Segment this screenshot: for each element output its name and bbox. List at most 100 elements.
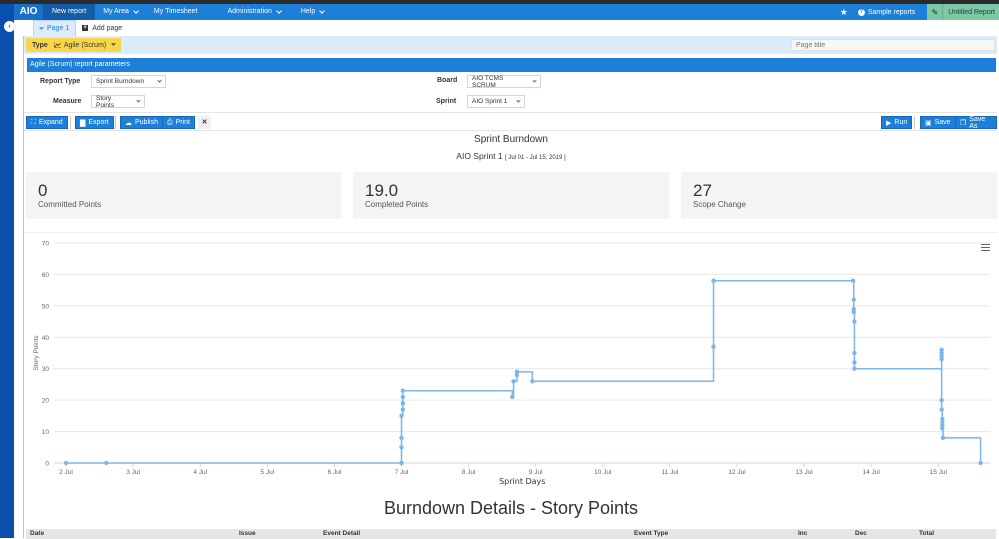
report-toolbar: ⛶ Expand ▇ Export ☁ Publish ⎙ Print ✕ ▶ Run ▣… xyxy=(24,112,997,131)
edit-icon[interactable]: ✎ xyxy=(927,4,944,20)
svg-text:6 Jul: 6 Jul xyxy=(328,469,342,476)
toolbar-divider xyxy=(914,116,915,129)
collapse-sidebar-button[interactable]: ‹ xyxy=(4,21,15,32)
col-total[interactable]: Total xyxy=(919,530,935,537)
col-dec[interactable]: Dec xyxy=(855,530,867,537)
print-button[interactable]: ⎙ Print xyxy=(162,116,196,129)
type-label: Type xyxy=(32,41,48,49)
chevron-down-icon xyxy=(157,78,162,83)
window-top-strip xyxy=(0,0,999,4)
plus-icon: + xyxy=(82,25,89,31)
svg-text:20: 20 xyxy=(42,398,50,405)
nav-label: Help xyxy=(300,8,316,15)
nav-administration[interactable]: Administration xyxy=(206,4,289,20)
burndown-chart: 0 10 20 30 40 50 60 70 2 Jul 3 Jul 4 Jul 5 Jul 6 Jul… xyxy=(24,232,998,492)
file-icon: ▇ xyxy=(80,119,86,127)
details-table-header: Date Issue Event Detail Event Type Inc D… xyxy=(26,529,996,539)
svg-text:5 Jul: 5 Jul xyxy=(260,469,274,476)
svg-text:Sprint Days: Sprint Days xyxy=(499,477,545,486)
svg-text:60: 60 xyxy=(42,272,50,279)
printer-icon: ⎙ xyxy=(167,118,173,126)
report-subtitle: AIO Sprint 1 [ Jul 01 - Jul 15, 2019 ] xyxy=(24,151,998,161)
svg-text:13 Jul: 13 Jul xyxy=(795,469,813,476)
nav-label: New report xyxy=(52,8,87,15)
sprint-select[interactable]: AIO Sprint 1 xyxy=(467,95,525,108)
svg-text:30: 30 xyxy=(42,366,50,373)
save-button[interactable]: ▣ Save xyxy=(920,116,956,129)
params-header: Agile (Scrum) report parameters xyxy=(27,58,996,72)
left-rail xyxy=(0,4,14,538)
kpi-label: Committed Points xyxy=(38,200,102,209)
type-row: Type Agile (Scrum) xyxy=(24,36,997,54)
col-inc[interactable]: Inc xyxy=(798,530,808,537)
floppy-icon: ▣ xyxy=(925,119,932,127)
col-event-detail[interactable]: Event Detail xyxy=(323,530,361,537)
nav-my-timesheet[interactable]: My Timesheet xyxy=(146,4,206,20)
svg-text:14 Jul: 14 Jul xyxy=(863,469,881,476)
kpi-label: Scope Change xyxy=(693,200,746,209)
nav-label: Administration xyxy=(227,8,272,15)
tab-label: Page 1 xyxy=(47,25,70,32)
page-tabs: Page 1 + Add page xyxy=(33,20,128,36)
svg-text:2 Jul: 2 Jul xyxy=(59,469,73,476)
measure-select[interactable]: Story Points xyxy=(91,95,145,109)
col-issue[interactable]: Issue xyxy=(239,530,256,537)
col-event-type[interactable]: Event Type xyxy=(634,530,669,537)
sample-reports-link[interactable]: ? Sample reports xyxy=(854,8,927,16)
select-value: AIO TCMS SCRUM xyxy=(472,74,504,89)
save-as-button[interactable]: ❐ Save As xyxy=(955,115,997,130)
chevron-down-icon xyxy=(39,24,44,30)
svg-text:11 Jul: 11 Jul xyxy=(661,469,678,476)
app-logo[interactable]: AIO xyxy=(14,4,43,20)
svg-text:7 Jul: 7 Jul xyxy=(395,469,409,476)
button-label: Expand xyxy=(38,119,63,126)
expand-button[interactable]: ⛶ Expand xyxy=(26,116,68,129)
export-button[interactable]: ▇ Export xyxy=(75,116,114,129)
report-name-box[interactable]: ✎ Untitled Report xyxy=(927,4,999,20)
expand-icon: ⛶ xyxy=(31,118,36,126)
type-value-text: Agile (Scrum) xyxy=(63,41,107,49)
page-title-input[interactable] xyxy=(791,39,995,51)
question-circle-icon: ? xyxy=(857,8,865,16)
nav-new-report[interactable]: New report xyxy=(43,4,96,20)
toolbar-divider xyxy=(70,116,71,129)
svg-text:70: 70 xyxy=(42,241,50,248)
publish-button[interactable]: ☁ Publish xyxy=(120,116,163,129)
nav-help[interactable]: Help xyxy=(289,4,332,20)
svg-text:15 Jul: 15 Jul xyxy=(930,469,948,476)
hamburger-menu-icon[interactable] xyxy=(981,244,990,252)
run-button[interactable]: ▶ Run xyxy=(881,116,913,129)
tab-page-1[interactable]: Page 1 xyxy=(33,20,77,36)
type-selector[interactable]: Type Agile (Scrum) xyxy=(26,38,122,52)
svg-text:12 Jul: 12 Jul xyxy=(728,469,746,476)
button-label: Save xyxy=(934,119,951,126)
kpi-committed: 0 Committed Points xyxy=(26,172,341,219)
report-name-label: Untitled Report xyxy=(948,8,995,16)
button-label: Print xyxy=(175,119,191,126)
kpi-value: 0 xyxy=(38,181,48,200)
chevron-down-icon xyxy=(516,98,521,103)
play-icon: ▶ xyxy=(886,119,892,127)
chevron-down-icon xyxy=(133,7,139,14)
top-navbar: AIO New report My Area My Timesheet Admi… xyxy=(14,4,999,20)
svg-text:40: 40 xyxy=(42,335,50,342)
chevron-down-icon xyxy=(136,98,141,103)
svg-text:10 Jul: 10 Jul xyxy=(594,469,612,476)
star-icon[interactable]: ★ xyxy=(839,6,848,17)
nav-label: My Timesheet xyxy=(153,8,198,15)
sample-reports-label: Sample reports xyxy=(867,8,916,16)
report-type-select[interactable]: Sprint Burndown xyxy=(91,75,166,88)
measure-label: Measure xyxy=(53,98,82,105)
param-row-2: Measure Story Points Sprint AIO Sprint 1 xyxy=(24,92,997,112)
close-button[interactable]: ✕ xyxy=(198,116,211,129)
svg-text:8 Jul: 8 Jul xyxy=(462,469,476,476)
button-label: Export xyxy=(88,119,109,126)
chart-canvas: 0 10 20 30 40 50 60 70 2 Jul 3 Jul 4 Jul 5 Jul 6 Jul… xyxy=(33,241,990,486)
button-label: Save As xyxy=(969,115,986,130)
nav-my-area[interactable]: My Area xyxy=(95,4,146,20)
col-date[interactable]: Date xyxy=(30,530,45,537)
add-page-button[interactable]: + Add page xyxy=(76,20,128,36)
svg-text:0: 0 xyxy=(45,461,49,468)
board-select[interactable]: AIO TCMS SCRUM xyxy=(467,74,541,89)
select-value: AIO Sprint 1 xyxy=(472,98,508,105)
